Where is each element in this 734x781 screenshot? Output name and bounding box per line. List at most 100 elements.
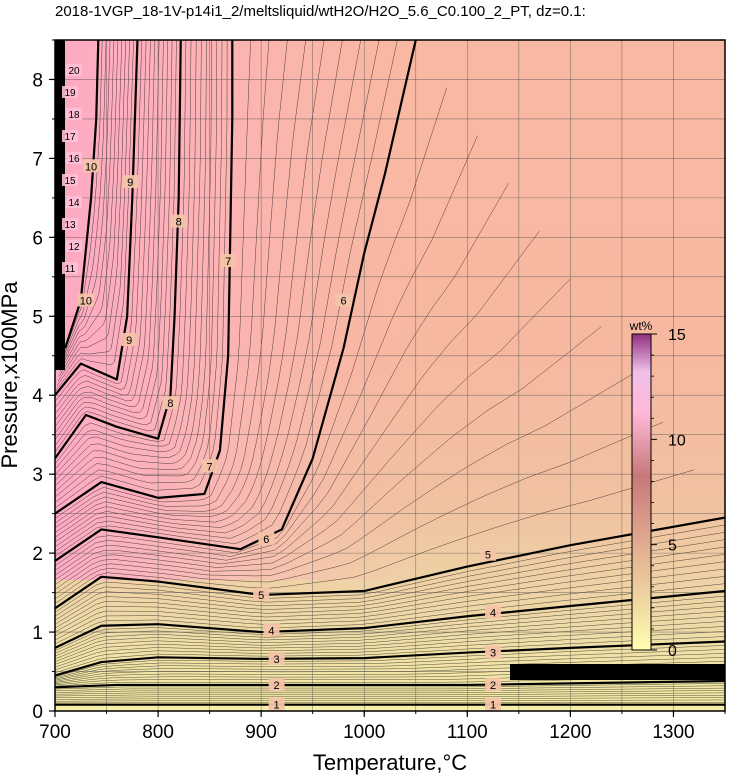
thin-contour-line: [55, 40, 207, 487]
y-tick-label: 7: [32, 149, 43, 170]
x-axis-title: Temperature,°C: [313, 750, 467, 775]
right-black-band: [510, 664, 725, 680]
contour-label-bg: [162, 396, 179, 410]
thin-contour-line: [63, 40, 107, 358]
thin-contour-line: [64, 40, 103, 353]
x-tick-label: 1200: [549, 722, 591, 743]
contour-line-2: [55, 679, 725, 689]
thin-contour-line: [55, 40, 151, 415]
annotation-bg: [66, 196, 82, 208]
colorbar-tick-label: 15: [668, 327, 686, 344]
thin-contour-line: [55, 40, 218, 498]
thin-contour-line: [55, 87, 447, 566]
contour-label-bg: [485, 677, 502, 691]
contour-label-bg: [268, 697, 285, 711]
annotation-bg: [62, 130, 78, 142]
contour-label-bg: [485, 697, 502, 711]
thin-contour-line: [55, 278, 571, 585]
contour-line-7: [55, 40, 234, 515]
thin-contour-line: [55, 40, 223, 503]
y-tick-label: 5: [32, 307, 43, 328]
annotation-label: 18: [68, 110, 80, 121]
contour-label-bg: [335, 293, 352, 307]
annotation-bg: [66, 108, 82, 120]
contour-label-bg: [201, 459, 218, 473]
contour-label-bg: [122, 175, 139, 189]
thin-contour-line: [55, 40, 212, 492]
y-tick-label: 4: [32, 386, 43, 407]
contour-label-bg: [268, 677, 285, 691]
contour-label-bg: [83, 159, 100, 173]
y-tick-label: 0: [32, 702, 43, 723]
thin-contour-line: [55, 40, 398, 557]
colorbar-tick-label: 5: [668, 538, 677, 555]
y-tick-label: 2: [32, 544, 43, 565]
y-axis: 0 1 2 3 4 5 6 7 8: [32, 39, 55, 723]
contour-label-5: 5: [485, 550, 491, 562]
contour-label-1: 1: [490, 700, 496, 712]
contour-label-2: 2: [274, 680, 280, 692]
y-tick-label: 1: [32, 623, 43, 644]
thin-contour-line: [55, 40, 192, 470]
thin-contour-line: [55, 649, 725, 679]
x-tick-label: 700: [39, 722, 71, 743]
thin-contour-line: [55, 40, 197, 476]
thin-contour-line: [55, 40, 306, 533]
thin-contour-line: [55, 374, 633, 595]
contour-label-10: 10: [80, 296, 92, 308]
x-tick-label: 1100: [447, 722, 488, 743]
annotation-bg: [62, 174, 78, 186]
thin-contour-line: [55, 40, 202, 481]
x-tick-label: 800: [142, 722, 174, 743]
annotation-bg: [66, 152, 82, 164]
x-tick-label: 1300: [652, 722, 694, 743]
thin-contour-line: [55, 40, 173, 446]
thin-contour-line: [55, 421, 664, 600]
colorbar-title: wt%: [629, 319, 653, 333]
contour-label-bg: [485, 605, 502, 619]
contour-line-5: [55, 516, 725, 610]
contour-label-4: 4: [490, 607, 496, 619]
annotation-label: 20: [68, 66, 80, 77]
thin-contour-line: [55, 469, 695, 604]
contour-label-3: 3: [490, 648, 496, 660]
x-tick-label: 900: [245, 722, 277, 743]
thin-contour-line: [55, 40, 380, 552]
contour-label-3: 3: [274, 654, 280, 666]
thin-contour-line: [60, 40, 115, 367]
x-tick-label: 1000: [343, 722, 385, 743]
contour-label-8: 8: [167, 398, 173, 410]
thin-contour-line: [55, 230, 540, 581]
thin-contour-line: [55, 40, 187, 465]
annotation-bg: [62, 218, 78, 230]
y-axis-title: Pressure,x100MPa: [0, 281, 22, 469]
plot-left-shading: [55, 40, 725, 580]
annotation-label: 13: [64, 220, 76, 231]
contour-label-bg: [220, 254, 237, 268]
y-tick-label: 3: [32, 465, 43, 486]
contour-label-7: 7: [225, 256, 231, 268]
contour-label-9: 9: [126, 335, 132, 347]
contour-label-6: 6: [263, 534, 269, 546]
annotation-label: 17: [64, 132, 76, 143]
thin-contour-line: [55, 40, 134, 391]
thin-contour-line: [55, 183, 509, 576]
thin-contour-line: [57, 40, 126, 382]
contour-label-10: 10: [85, 161, 97, 173]
contour-label-bg: [77, 293, 94, 307]
contour-label-bg: [263, 623, 280, 637]
thin-contour-line: [55, 645, 725, 677]
contour-label-bg: [485, 645, 502, 659]
thin-contour-line: [55, 40, 164, 434]
colorbar-gradient: [631, 333, 652, 651]
annotation-label: 12: [68, 242, 80, 253]
thin-contour-line: [55, 40, 160, 427]
contour-label-8: 8: [176, 217, 182, 229]
thin-contour-line: [55, 40, 228, 509]
colorbar-tick-label: 10: [668, 432, 686, 449]
annotation-label: 14: [68, 198, 80, 209]
contour-label-5: 5: [258, 590, 264, 602]
